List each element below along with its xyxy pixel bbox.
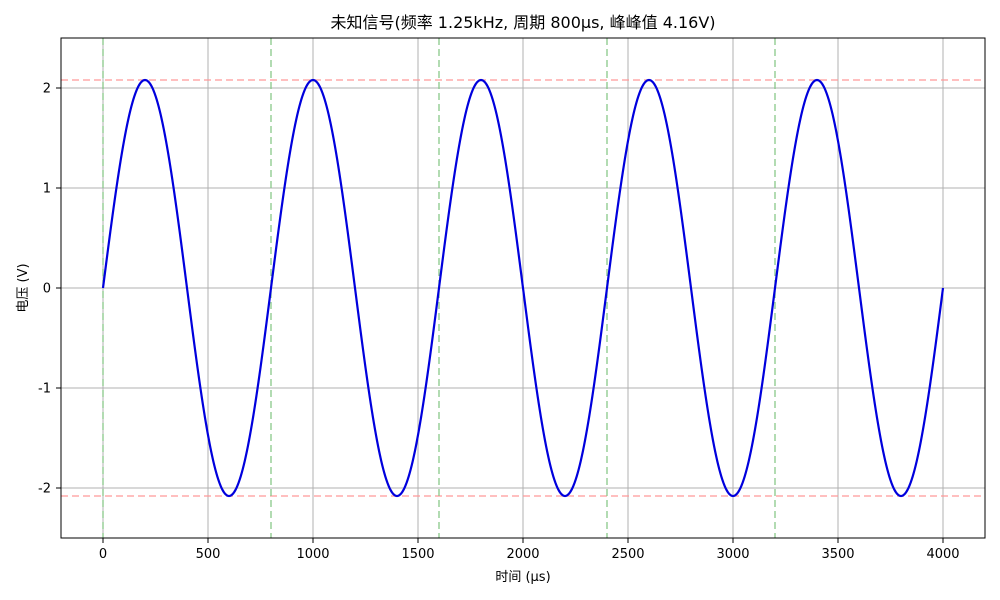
x-tick-label: 0 xyxy=(99,547,107,562)
x-tick-label: 500 xyxy=(196,547,221,562)
y-tick-label: 1 xyxy=(43,182,51,197)
x-tick-label: 4000 xyxy=(926,547,959,562)
y-tick-label: 0 xyxy=(43,282,51,297)
x-tick-label: 1500 xyxy=(401,547,434,562)
y-tick-label: 2 xyxy=(43,82,51,97)
x-tick-label: 3500 xyxy=(821,547,854,562)
x-tick-label: 2500 xyxy=(611,547,644,562)
x-axis-label: 时间 (μs) xyxy=(495,570,550,585)
y-tick-label: -2 xyxy=(38,482,51,497)
x-tick-label: 2000 xyxy=(506,547,539,562)
reference-lines xyxy=(61,38,985,538)
y-tick-label: -1 xyxy=(38,382,51,397)
y-axis-label: 电压 (V) xyxy=(16,263,31,312)
series-line xyxy=(101,78,945,498)
x-axis-ticks: 0 500 1000 1500 2000 2500 3000 3500 4000 xyxy=(99,538,960,562)
x-tick-label: 3000 xyxy=(716,547,749,562)
y-axis-ticks: 2 1 0 -1 -2 xyxy=(38,82,61,497)
x-tick-label: 1000 xyxy=(296,547,329,562)
chart-title: 未知信号(频率 1.25kHz, 周期 800μs, 峰峰值 4.16V) xyxy=(330,13,715,32)
grid xyxy=(61,38,985,538)
